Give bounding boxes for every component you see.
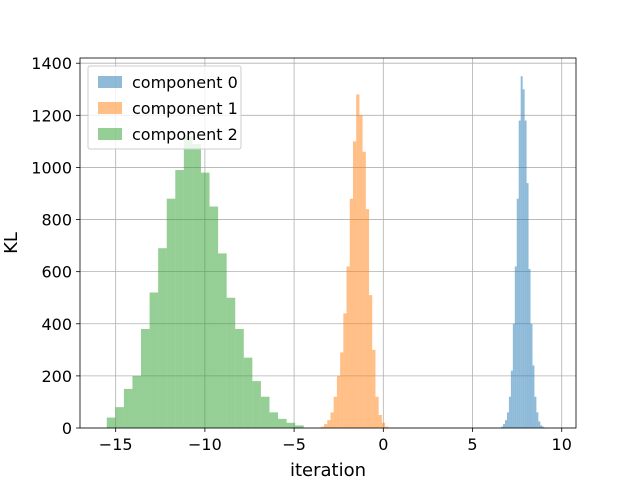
histogram-bar-component-1 bbox=[330, 412, 334, 428]
histogram-bar-component-2 bbox=[252, 381, 261, 428]
histogram-bar-component-2 bbox=[158, 248, 167, 428]
histogram-bar-component-2 bbox=[295, 425, 304, 428]
histogram-bar-component-2 bbox=[166, 198, 176, 428]
histogram-bar-component-1 bbox=[336, 375, 341, 428]
histogram-bar-component-1 bbox=[346, 266, 350, 428]
histogram-bar-component-2 bbox=[192, 143, 201, 429]
histogram-bar-component-2 bbox=[286, 422, 296, 428]
histogram-bar-component-0 bbox=[534, 396, 537, 428]
x-axis-label: iteration bbox=[290, 460, 366, 480]
histogram-bars bbox=[106, 76, 545, 429]
histogram-bar-component-2 bbox=[260, 396, 270, 428]
legend-label-component-0: component 0 bbox=[132, 73, 238, 92]
x-tick-label: −15 bbox=[99, 435, 133, 454]
y-tick-label: 1200 bbox=[31, 106, 72, 125]
legend-swatch-component-0 bbox=[98, 76, 122, 88]
histogram-bar-component-0 bbox=[532, 365, 535, 428]
x-tick-label: 0 bbox=[378, 435, 388, 454]
histogram-bar-component-0 bbox=[522, 89, 525, 428]
histogram-bar-component-1 bbox=[369, 295, 373, 428]
histogram-bar-component-1 bbox=[362, 151, 366, 429]
x-tick-label: −5 bbox=[282, 435, 306, 454]
histogram-bar-component-2 bbox=[243, 357, 253, 428]
histogram-bar-component-0 bbox=[506, 412, 509, 428]
histogram-bar-component-0 bbox=[510, 370, 513, 428]
histogram-bar-component-1 bbox=[324, 424, 328, 428]
histogram-bar-component-0 bbox=[518, 120, 521, 428]
legend-label-component-1: component 1 bbox=[132, 99, 238, 118]
histogram-bar-component-2 bbox=[209, 206, 219, 428]
y-tick-label: 0 bbox=[62, 419, 72, 438]
histogram-bar-component-1 bbox=[340, 352, 344, 428]
y-tick-label: 200 bbox=[41, 367, 72, 386]
histogram-bar-component-0 bbox=[536, 412, 539, 428]
histogram-bar-component-0 bbox=[530, 323, 533, 428]
histogram-bar-component-0 bbox=[504, 420, 507, 428]
histogram-bar-component-1 bbox=[352, 141, 357, 428]
histogram-bar-component-1 bbox=[385, 426, 389, 428]
histogram-bar-component-1 bbox=[320, 426, 325, 428]
legend-swatch-component-1 bbox=[98, 102, 122, 114]
x-tick-label: −10 bbox=[188, 435, 222, 454]
y-tick-label: 1000 bbox=[31, 158, 72, 177]
histogram-bar-component-1 bbox=[359, 115, 363, 428]
histogram-bar-component-0 bbox=[508, 396, 511, 428]
histogram-bar-component-1 bbox=[381, 422, 386, 428]
histogram-bar-component-0 bbox=[516, 198, 519, 428]
histogram-bar-component-2 bbox=[175, 170, 184, 429]
histogram-bar-component-2 bbox=[132, 375, 142, 428]
histogram-bar-component-2 bbox=[278, 418, 287, 428]
y-tick-label: 600 bbox=[41, 263, 72, 282]
histogram-bar-component-2 bbox=[141, 328, 150, 428]
histogram-bar-component-1 bbox=[375, 396, 379, 428]
histogram-bar-component-2 bbox=[218, 253, 227, 428]
histogram-bar-component-2 bbox=[183, 136, 193, 429]
plot-frame bbox=[79, 57, 577, 429]
y-tick-label: 400 bbox=[41, 315, 72, 334]
histogram-bar-component-0 bbox=[503, 424, 505, 428]
histogram-bar-component-0 bbox=[526, 183, 529, 428]
y-tick-label: 1400 bbox=[31, 54, 72, 73]
y-tick-label: 800 bbox=[41, 211, 72, 230]
histogram-bar-component-2 bbox=[269, 412, 279, 428]
histogram-bar-component-2 bbox=[123, 388, 133, 428]
histogram-bar-component-0 bbox=[540, 425, 543, 428]
histogram-bar-component-0 bbox=[501, 426, 504, 428]
histogram-bar-component-1 bbox=[343, 313, 347, 428]
histogram-bar-component-0 bbox=[514, 266, 517, 428]
histogram-bar-component-1 bbox=[356, 94, 360, 428]
histogram-bar-component-2 bbox=[235, 328, 244, 428]
histogram-bar-component-1 bbox=[327, 420, 331, 428]
histogram-bar-component-2 bbox=[149, 292, 159, 428]
histogram-bar-component-2 bbox=[226, 297, 236, 428]
legend-box bbox=[87, 65, 242, 150]
histogram-bar-component-2 bbox=[200, 172, 210, 428]
histogram-bar-component-0 bbox=[528, 269, 531, 428]
legend-swatch-component-2 bbox=[98, 128, 122, 140]
histogram-bar-component-1 bbox=[372, 349, 376, 428]
histogram-bar-component-1 bbox=[378, 414, 382, 428]
legend: component 0 component 1 component 2 bbox=[87, 65, 242, 150]
y-axis-label: KL bbox=[1, 232, 22, 254]
histogram-bar-component-0 bbox=[512, 323, 515, 428]
histogram-bar-component-0 bbox=[524, 120, 527, 428]
histogram-bar-component-2 bbox=[115, 407, 124, 428]
x-tick-label: 5 bbox=[467, 435, 477, 454]
legend-label-component-2: component 2 bbox=[132, 125, 238, 144]
axis-ticks: −15 −10 −5 0 5 10 0 200 400 600 800 1000 1200 1400 bbox=[31, 54, 572, 454]
histogram-bar-component-1 bbox=[333, 396, 337, 428]
histogram-bar-component-1 bbox=[365, 209, 370, 428]
histogram-bar-component-0 bbox=[538, 421, 541, 428]
histogram-bar-component-2 bbox=[106, 417, 116, 428]
histogram-bar-component-1 bbox=[349, 198, 353, 428]
histogram-bar-component-0 bbox=[520, 76, 523, 428]
x-tick-label: 10 bbox=[552, 435, 572, 454]
histogram-bar-component-0 bbox=[542, 426, 545, 428]
